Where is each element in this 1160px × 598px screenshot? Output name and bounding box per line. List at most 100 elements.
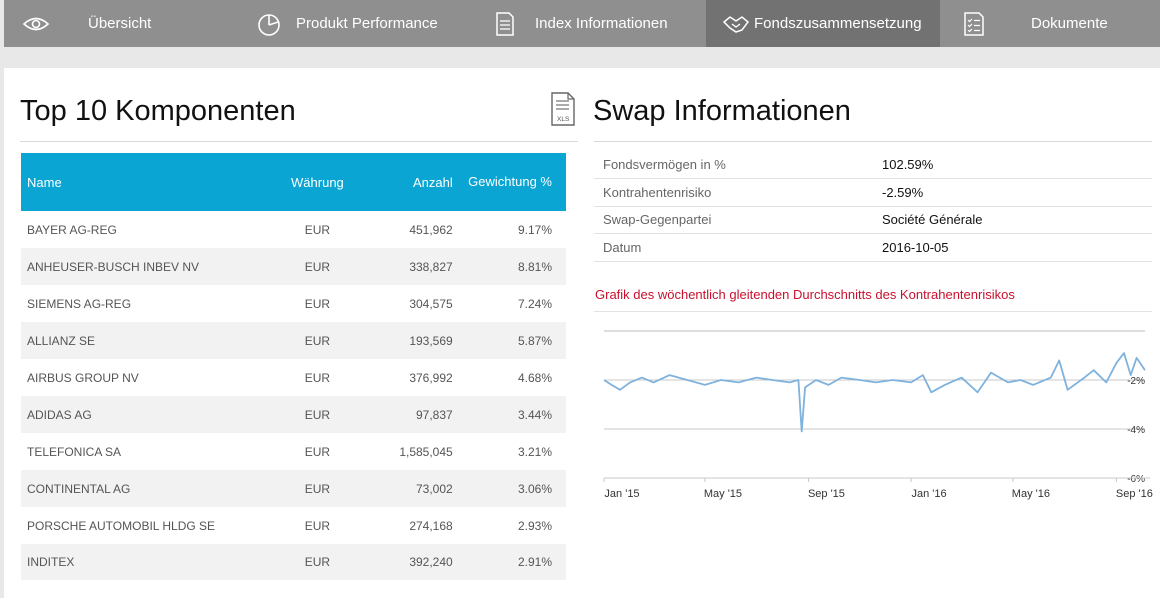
tab-fondszusammensetzung[interactable]: Fondszusammensetzung — [706, 0, 940, 47]
cell-count: 338,827 — [358, 248, 459, 285]
cell-weight: 7.24% — [458, 285, 566, 322]
cell-name: INDITEX — [21, 544, 277, 580]
table-row[interactable]: BAYER AG-REG EUR 451,962 9.17% — [21, 211, 566, 248]
cell-count: 392,240 — [358, 544, 459, 580]
swap-info-row: Kontrahentenrisiko -2.59% — [594, 179, 1152, 207]
handshake-icon — [722, 16, 750, 33]
cell-count: 376,992 — [358, 359, 459, 396]
xls-file-icon[interactable]: XLS — [549, 92, 577, 126]
swap-info-key: Kontrahentenrisiko — [603, 184, 712, 200]
cell-weight: 2.93% — [458, 507, 566, 544]
cell-weight: 5.87% — [458, 322, 566, 359]
x-tick-label: Jan '16 — [912, 488, 947, 500]
table-row[interactable]: PORSCHE AUTOMOBIL HLDG SE EUR 274,168 2.93% — [21, 507, 566, 544]
cell-count: 73,002 — [358, 470, 459, 507]
tab-produkt-performance[interactable]: Produkt Performance — [240, 0, 464, 47]
table-row[interactable]: INDITEX EUR 392,240 2.91% — [21, 544, 566, 580]
cell-name: CONTINENTAL AG — [21, 470, 277, 507]
x-tick-label: May '15 — [704, 488, 742, 500]
chart-title: Grafik des wöchentlich gleitenden Durchs… — [595, 287, 1015, 302]
tab-uebersicht[interactable]: Übersicht — [4, 0, 229, 47]
cell-currency: EUR — [276, 470, 359, 507]
swap-info-key: Datum — [603, 239, 642, 255]
cell-weight: 2.91% — [458, 544, 566, 580]
swap-info-key: Fondsvermögen in % — [603, 157, 726, 172]
cell-count: 304,575 — [358, 285, 459, 322]
tab-label: Fondszusammensetzung — [754, 15, 922, 32]
cell-currency: EUR — [276, 322, 359, 359]
components-title-divider — [20, 141, 578, 142]
swap-info-value: 2016-10-05 — [882, 239, 949, 255]
swap-title: Swap Informationen — [593, 95, 851, 127]
cell-currency: EUR — [276, 544, 359, 580]
column-header-name[interactable]: Name — [21, 153, 277, 211]
tab-label: Produkt Performance — [296, 15, 438, 32]
table-row[interactable]: AIRBUS GROUP NV EUR 376,992 4.68% — [21, 359, 566, 396]
swap-info-value: -2.59% — [882, 184, 924, 200]
swap-title-divider — [594, 141, 1152, 142]
cell-count: 274,168 — [358, 507, 459, 544]
x-tick-label: Jan '15 — [604, 488, 639, 500]
swap-info-row: Fondsvermögen in % 102.59% — [594, 151, 1152, 179]
cell-count: 193,569 — [358, 322, 459, 359]
chart-series-line — [603, 352, 1146, 433]
cell-currency: EUR — [276, 285, 359, 322]
x-tick-label: Sep '15 — [808, 488, 845, 500]
cell-name: BAYER AG-REG — [21, 211, 277, 248]
cell-weight: 3.21% — [458, 433, 566, 470]
tab-label: Index Informationen — [535, 15, 668, 32]
column-header-currency[interactable]: Währung — [276, 153, 359, 211]
components-table: Name Währung Anzahl Gewichtung % BAYER A… — [21, 153, 566, 580]
x-tick-label: May '16 — [1012, 488, 1050, 500]
cell-weight: 3.44% — [458, 396, 566, 433]
main-tab-bar: Übersicht Produkt Performance Index Info… — [4, 0, 1160, 47]
cell-name: ALLIANZ SE — [21, 322, 277, 359]
cell-name: SIEMENS AG-REG — [21, 285, 277, 322]
cell-weight: 9.17% — [458, 211, 566, 248]
swap-info-row: Datum 2016-10-05 — [594, 234, 1152, 262]
cell-name: ADIDAS AG — [21, 396, 277, 433]
swap-info-value: 102.59% — [882, 157, 934, 172]
cell-weight: 8.81% — [458, 248, 566, 285]
table-row[interactable]: TELEFONICA SA EUR 1,585,045 3.21% — [21, 433, 566, 470]
cell-count: 97,837 — [358, 396, 459, 433]
pie-chart-icon — [258, 14, 280, 36]
cell-name: TELEFONICA SA — [21, 433, 277, 470]
table-row[interactable]: CONTINENTAL AG EUR 73,002 3.06% — [21, 470, 566, 507]
table-row[interactable]: SIEMENS AG-REG EUR 304,575 7.24% — [21, 285, 566, 322]
tab-label: Übersicht — [88, 15, 152, 32]
tab-label: Dokumente — [1031, 15, 1108, 32]
y-tick-label: -4% — [1127, 425, 1145, 436]
column-header-count[interactable]: Anzahl — [358, 153, 459, 211]
cell-count: 451,962 — [358, 211, 459, 248]
table-row[interactable]: ALLIANZ SE EUR 193,569 5.87% — [21, 322, 566, 359]
cell-weight: 3.06% — [458, 470, 566, 507]
cell-currency: EUR — [276, 507, 359, 544]
cell-currency: EUR — [276, 433, 359, 470]
components-title: Top 10 Komponenten — [20, 95, 296, 127]
document-icon — [496, 12, 514, 36]
tab-index-informationen[interactable]: Index Informationen — [475, 0, 705, 47]
checklist-icon — [964, 12, 984, 36]
table-row[interactable]: ADIDAS AG EUR 97,837 3.44% — [21, 396, 566, 433]
tab-dokumente[interactable]: Dokumente — [946, 0, 1160, 47]
cell-currency: EUR — [276, 396, 359, 433]
eye-icon — [22, 17, 50, 31]
column-header-weight[interactable]: Gewichtung % — [458, 153, 566, 211]
swap-info-key: Swap-Gegenpartei — [603, 212, 712, 227]
swap-info-value: Société Générale — [882, 212, 983, 227]
table-row[interactable]: ANHEUSER-BUSCH INBEV NV EUR 338,827 8.81% — [21, 248, 566, 285]
xls-label: XLS — [557, 116, 570, 123]
cell-currency: EUR — [276, 359, 359, 396]
cell-name: AIRBUS GROUP NV — [21, 359, 277, 396]
swap-info-row: Swap-Gegenpartei Société Générale — [594, 206, 1152, 234]
cell-currency: EUR — [276, 248, 359, 285]
chart-title-divider — [594, 311, 1152, 312]
y-tick-label: -6% — [1127, 474, 1145, 485]
table-header-row: Name Währung Anzahl Gewichtung % — [21, 153, 566, 211]
cell-name: ANHEUSER-BUSCH INBEV NV — [21, 248, 277, 285]
cell-weight: 4.68% — [458, 359, 566, 396]
cell-count: 1,585,045 — [358, 433, 459, 470]
y-tick-label: -2% — [1127, 376, 1145, 387]
